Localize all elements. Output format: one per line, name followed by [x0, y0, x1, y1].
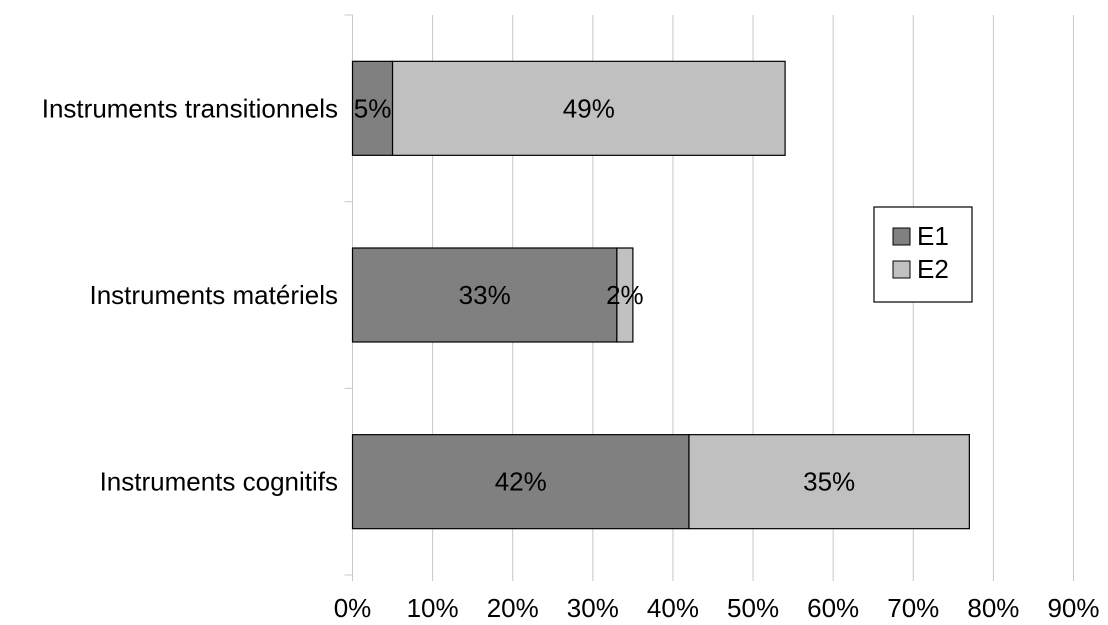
bar-segment-e2	[616, 247, 634, 343]
bar-data-label: 42%	[495, 467, 547, 497]
legend-label: E2	[917, 254, 949, 284]
x-tick-label: 50%	[727, 593, 779, 623]
legend-box	[873, 206, 973, 303]
bar-data-label: 33%	[459, 280, 511, 310]
x-tick-label: 0%	[334, 593, 372, 623]
category-label: Instruments cognitifs	[100, 467, 338, 497]
x-tick-label: 40%	[647, 593, 699, 623]
bar-data-label: 5%	[354, 93, 392, 123]
x-tick-label: 10%	[407, 593, 459, 623]
x-tick-label: 20%	[487, 593, 539, 623]
bar-segment-e2	[688, 434, 970, 530]
legend-label: E1	[917, 221, 949, 251]
x-tick-label: 60%	[807, 593, 859, 623]
x-tick-label: 30%	[567, 593, 619, 623]
legend-swatch-e1	[892, 227, 911, 246]
category-labels: Instruments transitionnels Instruments ma…	[42, 93, 338, 496]
x-axis-tick-labels: 0% 10% 20% 30% 40% 50% 60% 70% 80% 90%	[334, 593, 1100, 623]
bar-segment-e1	[351, 247, 618, 343]
bar-segment-e1	[351, 434, 690, 530]
data-labels: 5% 49% 33% 2% 42% 35%	[354, 93, 855, 496]
x-tick-label: 80%	[967, 593, 1019, 623]
category-label: Instruments matériels	[89, 280, 338, 310]
x-tick-label: 90%	[1047, 593, 1099, 623]
bar-data-label: 2%	[606, 280, 644, 310]
legend-swatch-e2	[892, 260, 911, 279]
bars	[351, 60, 970, 530]
bar-data-label: 35%	[803, 467, 855, 497]
bar-segment-e2	[391, 60, 786, 156]
y-axis-ticks	[344, 14, 353, 576]
bar-data-label: 49%	[563, 93, 615, 123]
category-label: Instruments transitionnels	[42, 93, 338, 123]
x-tick-label: 70%	[887, 593, 939, 623]
